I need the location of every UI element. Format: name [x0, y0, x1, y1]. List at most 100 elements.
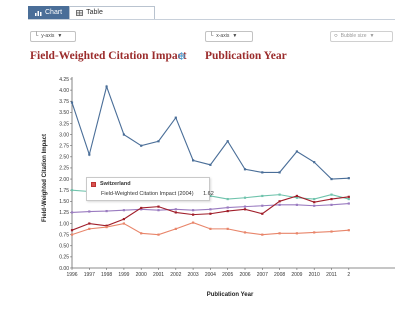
data-point[interactable]	[313, 161, 316, 164]
data-point[interactable]	[278, 193, 281, 196]
data-point[interactable]	[278, 171, 281, 174]
data-point[interactable]	[88, 153, 91, 156]
data-point[interactable]	[105, 224, 108, 227]
data-point[interactable]	[295, 150, 298, 153]
data-point[interactable]	[347, 202, 350, 205]
data-point[interactable]	[243, 196, 247, 199]
data-point[interactable]	[243, 208, 247, 211]
x-tick-label: 2003	[188, 272, 199, 278]
bubble-icon: ○	[334, 33, 338, 39]
data-point[interactable]	[122, 133, 125, 136]
x-axis-select[interactable]: └ x-axis ▼	[205, 31, 253, 42]
data-point[interactable]	[88, 222, 91, 225]
data-point[interactable]	[70, 229, 74, 232]
data-point[interactable]	[278, 200, 281, 203]
x-tick-label: 2006	[239, 272, 250, 278]
data-point[interactable]	[174, 211, 177, 214]
data-point[interactable]	[226, 209, 229, 213]
data-point[interactable]	[243, 168, 247, 171]
data-point[interactable]	[88, 210, 91, 213]
data-point[interactable]	[313, 201, 316, 204]
data-point[interactable]	[157, 205, 160, 208]
data-point[interactable]	[261, 204, 264, 207]
data-point[interactable]	[347, 177, 350, 180]
x-tick-label: 2002	[170, 272, 181, 278]
y-tick-label: 3.00	[59, 132, 69, 138]
data-point[interactable]	[243, 231, 247, 234]
chart-icon	[35, 11, 42, 16]
data-point[interactable]	[209, 212, 212, 215]
data-point[interactable]	[105, 209, 108, 213]
data-point[interactable]	[278, 203, 281, 206]
data-point[interactable]	[157, 209, 160, 212]
data-point[interactable]	[70, 189, 74, 192]
data-point[interactable]	[261, 171, 264, 174]
x-tick-label: 1998	[101, 272, 112, 278]
data-point[interactable]	[330, 193, 333, 196]
data-point[interactable]	[192, 209, 195, 212]
y-tick-label: 0.25	[59, 255, 69, 261]
data-point[interactable]	[226, 140, 229, 143]
data-point[interactable]	[261, 233, 264, 236]
data-point[interactable]	[295, 194, 298, 198]
data-point[interactable]	[140, 144, 143, 147]
bubble-size-select[interactable]: ○ Bubble size ▼	[330, 31, 393, 42]
data-point[interactable]	[330, 177, 333, 181]
data-point[interactable]	[243, 205, 247, 208]
data-point[interactable]	[209, 163, 212, 166]
data-point[interactable]	[140, 206, 143, 210]
data-point[interactable]	[347, 197, 350, 201]
data-point[interactable]	[192, 221, 195, 224]
data-point[interactable]	[347, 195, 350, 198]
data-point[interactable]	[295, 203, 298, 206]
data-point[interactable]	[157, 233, 160, 236]
data-point[interactable]	[330, 203, 333, 206]
data-point[interactable]	[261, 212, 264, 215]
y-axis-select[interactable]: └ y-axis ▼	[30, 31, 76, 42]
data-point[interactable]	[330, 197, 333, 201]
y-tick-label: 0.00	[59, 266, 69, 272]
data-point[interactable]	[140, 208, 143, 211]
data-point[interactable]	[105, 85, 108, 88]
data-point[interactable]	[295, 196, 298, 199]
data-point[interactable]	[226, 197, 229, 201]
x-axis-title: Publication Year	[207, 292, 254, 298]
data-point[interactable]	[174, 116, 177, 119]
data-point[interactable]	[330, 230, 333, 233]
x-tick-label: 2004	[205, 272, 216, 278]
data-point[interactable]	[70, 233, 74, 236]
data-point[interactable]	[70, 101, 74, 104]
data-point[interactable]	[226, 206, 229, 209]
data-point[interactable]	[122, 209, 125, 212]
data-point[interactable]	[209, 208, 212, 211]
data-point[interactable]	[347, 229, 350, 232]
data-point[interactable]	[261, 194, 264, 198]
data-point[interactable]	[313, 204, 316, 207]
data-point[interactable]	[105, 225, 108, 229]
data-point[interactable]	[192, 159, 195, 162]
tooltip-value: 1.62	[203, 191, 214, 197]
tab-divider	[28, 19, 395, 20]
data-point[interactable]	[122, 222, 125, 225]
data-point[interactable]	[209, 227, 212, 230]
x-axis-icon: └	[209, 33, 214, 39]
y-tick-label: 1.50	[59, 199, 69, 205]
data-point[interactable]	[278, 232, 281, 235]
series-line-2	[71, 202, 349, 213]
data-point[interactable]	[157, 140, 160, 143]
data-point[interactable]	[122, 217, 125, 221]
data-point[interactable]	[226, 227, 229, 230]
data-point[interactable]	[295, 232, 298, 235]
data-point[interactable]	[88, 227, 91, 230]
data-point[interactable]	[209, 194, 212, 198]
data-point[interactable]	[313, 231, 316, 234]
swap-axes-icon[interactable]: ❄	[177, 51, 187, 63]
data-point[interactable]	[140, 232, 143, 235]
data-point[interactable]	[313, 197, 316, 201]
data-point[interactable]	[174, 227, 177, 230]
data-point[interactable]	[174, 208, 177, 211]
x-tick-label: 2005	[222, 272, 233, 278]
data-point[interactable]	[70, 211, 74, 214]
data-point[interactable]	[192, 213, 195, 216]
